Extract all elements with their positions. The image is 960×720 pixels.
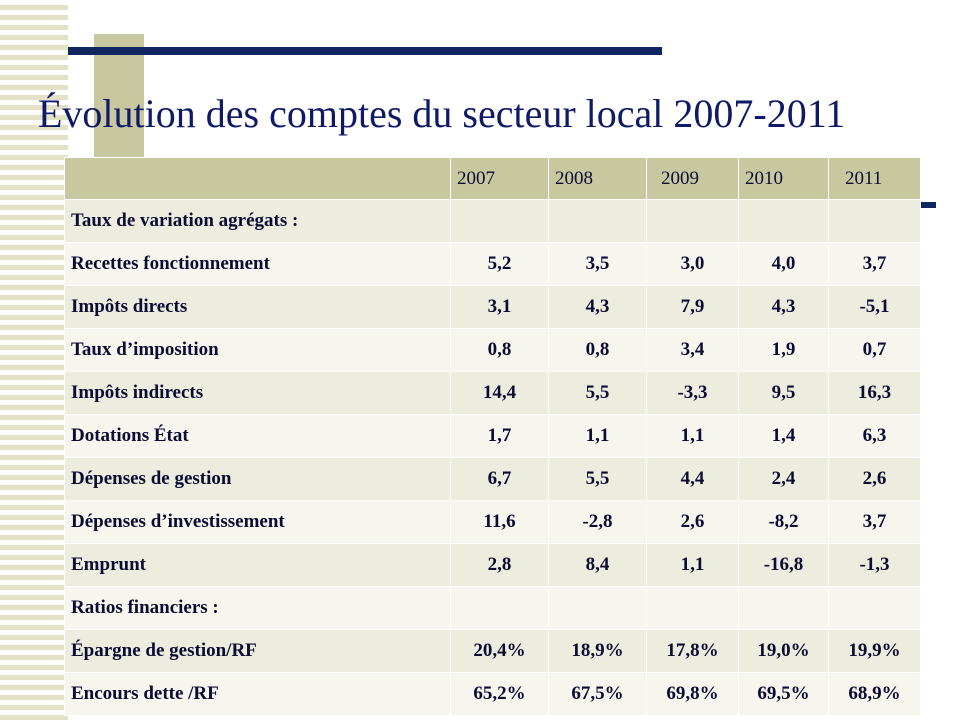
value-cell: 1,7: [450, 414, 549, 458]
value-cell: -5,1: [828, 285, 921, 329]
value-cell: 69,5%: [738, 672, 829, 716]
value-cell: 67,5%: [548, 672, 647, 716]
decorative-stripes: [0, 0, 68, 720]
value-cell: 69,8%: [646, 672, 739, 716]
value-cell: [450, 586, 549, 630]
table-row: Recettes fonctionnement 5,2 3,5 3,0 4,0 3,7: [64, 242, 921, 286]
value-cell: 3,5: [548, 242, 647, 286]
table-row: Épargne de gestion/RF 20,4% 18,9% 17,8% 19,0…: [64, 629, 921, 673]
slide-title: Évolution des comptes du secteur local 2…: [38, 91, 846, 136]
section-label: Taux de variation agrégats :: [64, 199, 451, 243]
value-cell: 4,3: [738, 285, 829, 329]
value-cell: 1,1: [646, 543, 739, 587]
value-cell: 2,4: [738, 457, 829, 501]
value-cell: -1,3: [828, 543, 921, 587]
value-cell: 4,3: [548, 285, 647, 329]
value-cell: 68,9%: [828, 672, 921, 716]
value-cell: 3,1: [450, 285, 549, 329]
accounts-table: 2007 2008 2009 2010 2011 Taux de variati…: [64, 157, 921, 716]
table-row: Dotations État 1,7 1,1 1,1 1,4 6,3: [64, 414, 921, 458]
row-label: Dotations État: [64, 414, 451, 458]
value-cell: [548, 586, 647, 630]
value-cell: [828, 199, 921, 243]
value-cell: 5,2: [450, 242, 549, 286]
value-cell: -16,8: [738, 543, 829, 587]
year-header: 2009: [646, 157, 739, 200]
value-cell: [738, 199, 829, 243]
decorative-top-bar: [68, 47, 662, 55]
table-row: Emprunt 2,8 8,4 1,1 -16,8 -1,3: [64, 543, 921, 587]
year-header: 2010: [738, 157, 829, 200]
value-cell: 5,5: [548, 371, 647, 415]
value-cell: 0,8: [548, 328, 647, 372]
value-cell: [738, 586, 829, 630]
value-cell: 6,3: [828, 414, 921, 458]
row-label: Dépenses d’investissement: [64, 500, 451, 544]
table-row: Dépenses de gestion 6,7 5,5 4,4 2,4 2,6: [64, 457, 921, 501]
value-cell: 3,7: [828, 500, 921, 544]
section-label: Ratios financiers :: [64, 586, 451, 630]
value-cell: 3,0: [646, 242, 739, 286]
row-label: Taux d’imposition: [64, 328, 451, 372]
row-label: Encours dette /RF: [64, 672, 451, 716]
value-cell: [548, 199, 647, 243]
value-cell: -2,8: [548, 500, 647, 544]
row-label: Impôts directs: [64, 285, 451, 329]
table-row: Encours dette /RF 65,2% 67,5% 69,8% 69,5% 68,…: [64, 672, 921, 716]
decorative-side-mark: [920, 202, 936, 208]
value-cell: 17,8%: [646, 629, 739, 673]
value-cell: 0,7: [828, 328, 921, 372]
value-cell: 8,4: [548, 543, 647, 587]
value-cell: 16,3: [828, 371, 921, 415]
row-label: Dépenses de gestion: [64, 457, 451, 501]
value-cell: 1,1: [646, 414, 739, 458]
value-cell: 0,8: [450, 328, 549, 372]
value-cell: 1,1: [548, 414, 647, 458]
table-row: Impôts indirects 14,4 5,5 -3,3 9,5 16,3: [64, 371, 921, 415]
header-corner-cell: [64, 157, 451, 200]
table-row: Dépenses d’investissement 11,6 -2,8 2,6 -8,2…: [64, 500, 921, 544]
value-cell: 1,4: [738, 414, 829, 458]
value-cell: 7,9: [646, 285, 739, 329]
value-cell: [828, 586, 921, 630]
value-cell: 5,5: [548, 457, 647, 501]
row-label: Emprunt: [64, 543, 451, 587]
value-cell: 3,4: [646, 328, 739, 372]
table-row: Taux d’imposition 0,8 0,8 3,4 1,9 0,7: [64, 328, 921, 372]
value-cell: -3,3: [646, 371, 739, 415]
value-cell: [450, 199, 549, 243]
value-cell: 2,6: [828, 457, 921, 501]
value-cell: 14,4: [450, 371, 549, 415]
year-header: 2007: [450, 157, 549, 200]
value-cell: 2,8: [450, 543, 549, 587]
value-cell: 19,9%: [828, 629, 921, 673]
year-header: 2008: [548, 157, 647, 200]
value-cell: 11,6: [450, 500, 549, 544]
value-cell: 4,4: [646, 457, 739, 501]
value-cell: [646, 199, 739, 243]
value-cell: 20,4%: [450, 629, 549, 673]
section-header-row: Taux de variation agrégats :: [64, 199, 921, 243]
value-cell: [646, 586, 739, 630]
value-cell: 4,0: [738, 242, 829, 286]
year-header: 2011: [828, 157, 921, 200]
row-label: Épargne de gestion/RF: [64, 629, 451, 673]
section-header-row: Ratios financiers :: [64, 586, 921, 630]
value-cell: 1,9: [738, 328, 829, 372]
value-cell: 18,9%: [548, 629, 647, 673]
value-cell: 9,5: [738, 371, 829, 415]
row-label: Impôts indirects: [64, 371, 451, 415]
table-header-row: 2007 2008 2009 2010 2011: [64, 157, 921, 200]
value-cell: 3,7: [828, 242, 921, 286]
row-label: Recettes fonctionnement: [64, 242, 451, 286]
value-cell: 65,2%: [450, 672, 549, 716]
value-cell: -8,2: [738, 500, 829, 544]
value-cell: 6,7: [450, 457, 549, 501]
value-cell: 19,0%: [738, 629, 829, 673]
value-cell: 2,6: [646, 500, 739, 544]
table-row: Impôts directs 3,1 4,3 7,9 4,3 -5,1: [64, 285, 921, 329]
